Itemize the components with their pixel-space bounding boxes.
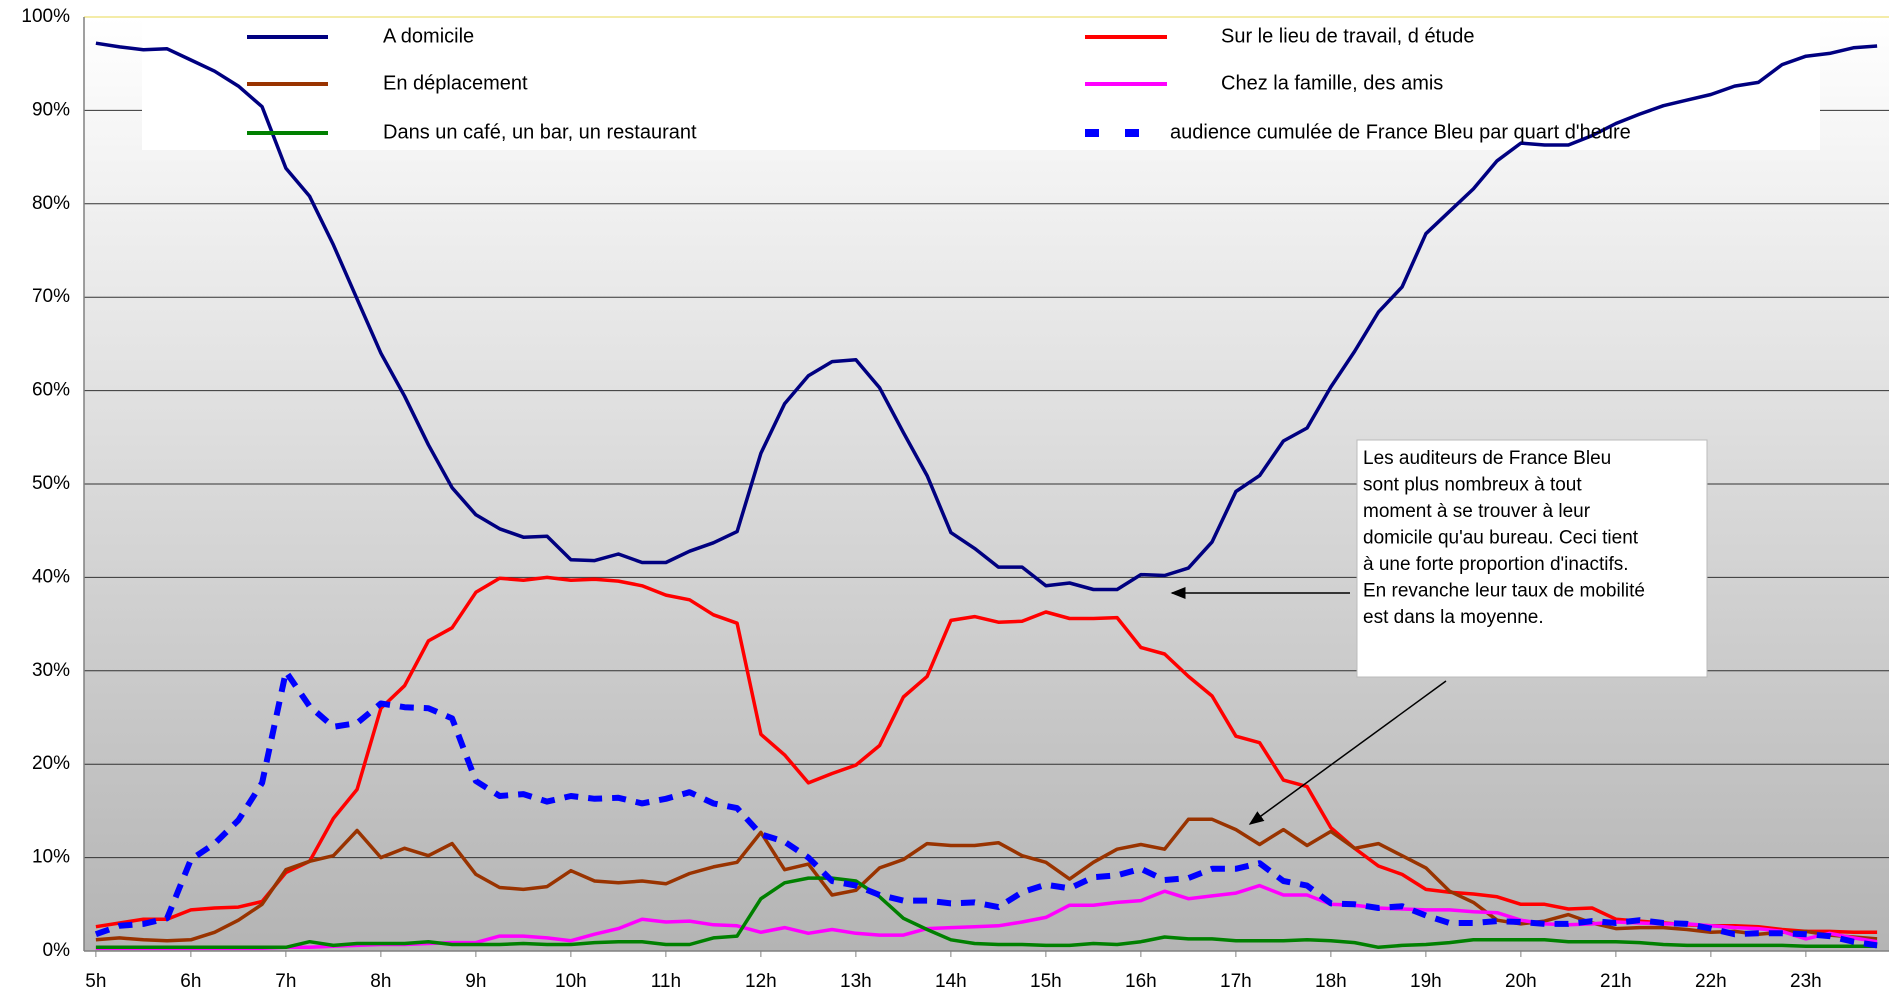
series-line — [95, 41, 1878, 592]
x-tick-label: 7h — [275, 971, 296, 992]
x-tick-label: 6h — [180, 971, 201, 992]
y-tick-label: 20% — [32, 753, 70, 774]
y-tick-label: 100% — [21, 6, 70, 27]
y-tick-label: 40% — [32, 566, 70, 587]
x-tick-label: 15h — [1030, 971, 1062, 992]
x-tick-label: 9h — [465, 971, 486, 992]
series-line — [95, 575, 1878, 935]
y-tick-label: 10% — [32, 847, 70, 868]
x-tick-label: 5h — [85, 971, 106, 992]
x-tick-label: 18h — [1315, 971, 1347, 992]
x-tick-label: 23h — [1790, 971, 1822, 992]
series-line — [94, 668, 1878, 949]
x-tick-label: 13h — [840, 971, 872, 992]
annotation-arrow — [1248, 680, 1447, 825]
x-tick-label: 11h — [651, 971, 681, 992]
series-line — [95, 876, 1878, 950]
y-tick-label: 30% — [32, 660, 70, 681]
x-tick-label: 17h — [1220, 971, 1252, 992]
annotation-text: est dans la moyenne. — [1363, 607, 1544, 628]
y-tick-label: 50% — [32, 473, 70, 494]
annotation-text: Les auditeurs de France Bleu — [1363, 448, 1611, 469]
legend-label: En déplacement — [383, 72, 528, 94]
legend-label: audience cumulée de France Bleu par quar… — [1170, 121, 1631, 143]
y-tick-label: 70% — [32, 286, 70, 307]
x-tick-label: 21h — [1600, 971, 1632, 992]
legend-label: A domicile — [383, 25, 474, 47]
annotation-text: domicile qu'au bureau. Ceci tient — [1363, 528, 1639, 549]
x-tick-label: 19h — [1410, 971, 1442, 992]
legend-box — [142, 17, 1820, 150]
y-tick-label: 90% — [32, 99, 70, 120]
annotation-box — [1356, 439, 1708, 678]
annotation-text: En revanche leur taux de mobilité — [1363, 581, 1645, 602]
x-tick-label: 10h — [555, 971, 587, 992]
legend-label: Dans un café, un bar, un restaurant — [383, 121, 697, 143]
x-tick-label: 8h — [370, 971, 391, 992]
y-tick-label: 60% — [32, 380, 70, 401]
annotation-text: à une forte proportion d'inactifs. — [1363, 554, 1629, 575]
x-tick-label: 20h — [1505, 971, 1537, 992]
series-line — [95, 817, 1878, 943]
legend-label: Chez la famille, des amis — [1221, 72, 1443, 94]
annotation-text: moment à se trouver à leur — [1363, 501, 1591, 522]
x-tick-label: 12h — [745, 971, 777, 992]
annotation-text: sont plus nombreux à tout — [1363, 475, 1582, 496]
legend-label: Sur le lieu de travail, d étude — [1221, 25, 1475, 47]
y-tick-label: 0% — [43, 940, 71, 961]
x-tick-label: 16h — [1125, 971, 1157, 992]
x-tick-label: 22h — [1695, 971, 1727, 992]
x-tick-label: 14h — [935, 971, 967, 992]
y-tick-label: 80% — [32, 193, 70, 214]
